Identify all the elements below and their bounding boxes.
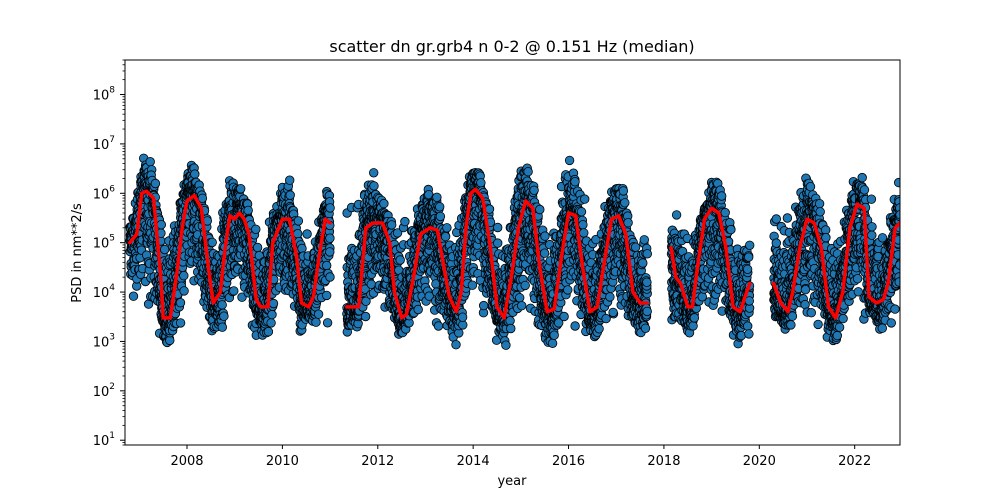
scatter-point [413, 304, 423, 315]
scatter-point [207, 237, 217, 248]
scatter-point [506, 323, 516, 334]
scatter-point [235, 183, 246, 194]
scatter-point [302, 229, 312, 239]
scatter-point [322, 260, 332, 271]
scatter-point [156, 219, 167, 230]
scatter-point [432, 192, 442, 203]
scatter-point [505, 316, 515, 326]
scatter-point [559, 311, 569, 322]
scatter-point [179, 271, 189, 281]
scatter-point [229, 286, 239, 296]
scatter-point [579, 228, 589, 238]
scatter-point [379, 198, 389, 209]
scatter-point [267, 309, 277, 320]
scatter-point [570, 176, 580, 187]
scatter-point [479, 300, 489, 311]
scatter-point [517, 301, 527, 311]
scatter-point [578, 220, 588, 230]
scatter-point [179, 286, 189, 296]
scatter-point [150, 178, 161, 189]
scatter-point [435, 202, 445, 212]
scatter-point [252, 242, 263, 253]
scatter-point [387, 220, 397, 230]
scatter-point [175, 298, 186, 308]
scatter-point [493, 222, 503, 233]
scatter-point [263, 327, 274, 337]
scatter-point [601, 313, 611, 324]
scatter-point [605, 292, 615, 302]
scatter-point [369, 168, 379, 178]
scatter-point [360, 311, 371, 322]
scatter-point [400, 216, 410, 227]
scatter-point [435, 211, 446, 222]
scatter-point [145, 156, 155, 167]
scatter-point [268, 298, 279, 309]
scatter-point [549, 330, 559, 340]
scatter-point [564, 155, 575, 166]
scatter-point [159, 244, 170, 255]
scatter-point [520, 280, 530, 291]
scatter-point [325, 203, 335, 213]
scatter-point [540, 231, 550, 241]
scatter-point [515, 293, 525, 303]
scatter-point [175, 318, 186, 328]
scatter-point [266, 318, 276, 328]
scatter-point [457, 312, 468, 322]
scatter-point [433, 321, 444, 331]
scatter-point [243, 205, 253, 216]
scatter-point [580, 194, 590, 204]
scatter-point [311, 317, 321, 327]
scatter-point [467, 280, 478, 290]
scatter-point [285, 190, 295, 200]
scatter-point [219, 311, 229, 321]
scatter-point [451, 340, 461, 350]
scatter-point [128, 291, 139, 301]
scatter-point [313, 309, 324, 319]
scatter-point [251, 224, 261, 235]
scatter-point [285, 175, 295, 185]
scatter-point [608, 307, 618, 318]
scatter-point [476, 178, 486, 188]
scatter-point [325, 247, 335, 257]
scatter-point [297, 243, 307, 254]
scatter-point [217, 322, 228, 332]
scatter-point [395, 255, 405, 265]
scatter-point [535, 204, 545, 215]
scatter-point [501, 340, 511, 350]
scatter-point [369, 181, 379, 191]
scatter-point [440, 231, 451, 242]
scatter-point [322, 290, 332, 301]
scatter-point [539, 248, 550, 258]
scatter-point [576, 207, 587, 217]
scatter-point [493, 238, 503, 248]
scatter-point [523, 166, 533, 177]
scatter-point [293, 216, 304, 226]
scatter-point [547, 338, 558, 349]
scatter-point [293, 228, 303, 239]
scatter-point [563, 285, 573, 295]
scatter-point [322, 318, 333, 328]
scatter-point [325, 233, 335, 243]
scatter-point [529, 185, 539, 196]
scatter-point [570, 321, 580, 331]
scatter-point [442, 223, 452, 233]
scatter-point [594, 324, 604, 334]
scatter-point [190, 169, 200, 179]
scatter-point [325, 272, 335, 282]
chart-title: scatter dn gr.grb4 n 0-2 @ 0.151 Hz (med… [329, 37, 694, 56]
scatter-point [217, 300, 227, 310]
